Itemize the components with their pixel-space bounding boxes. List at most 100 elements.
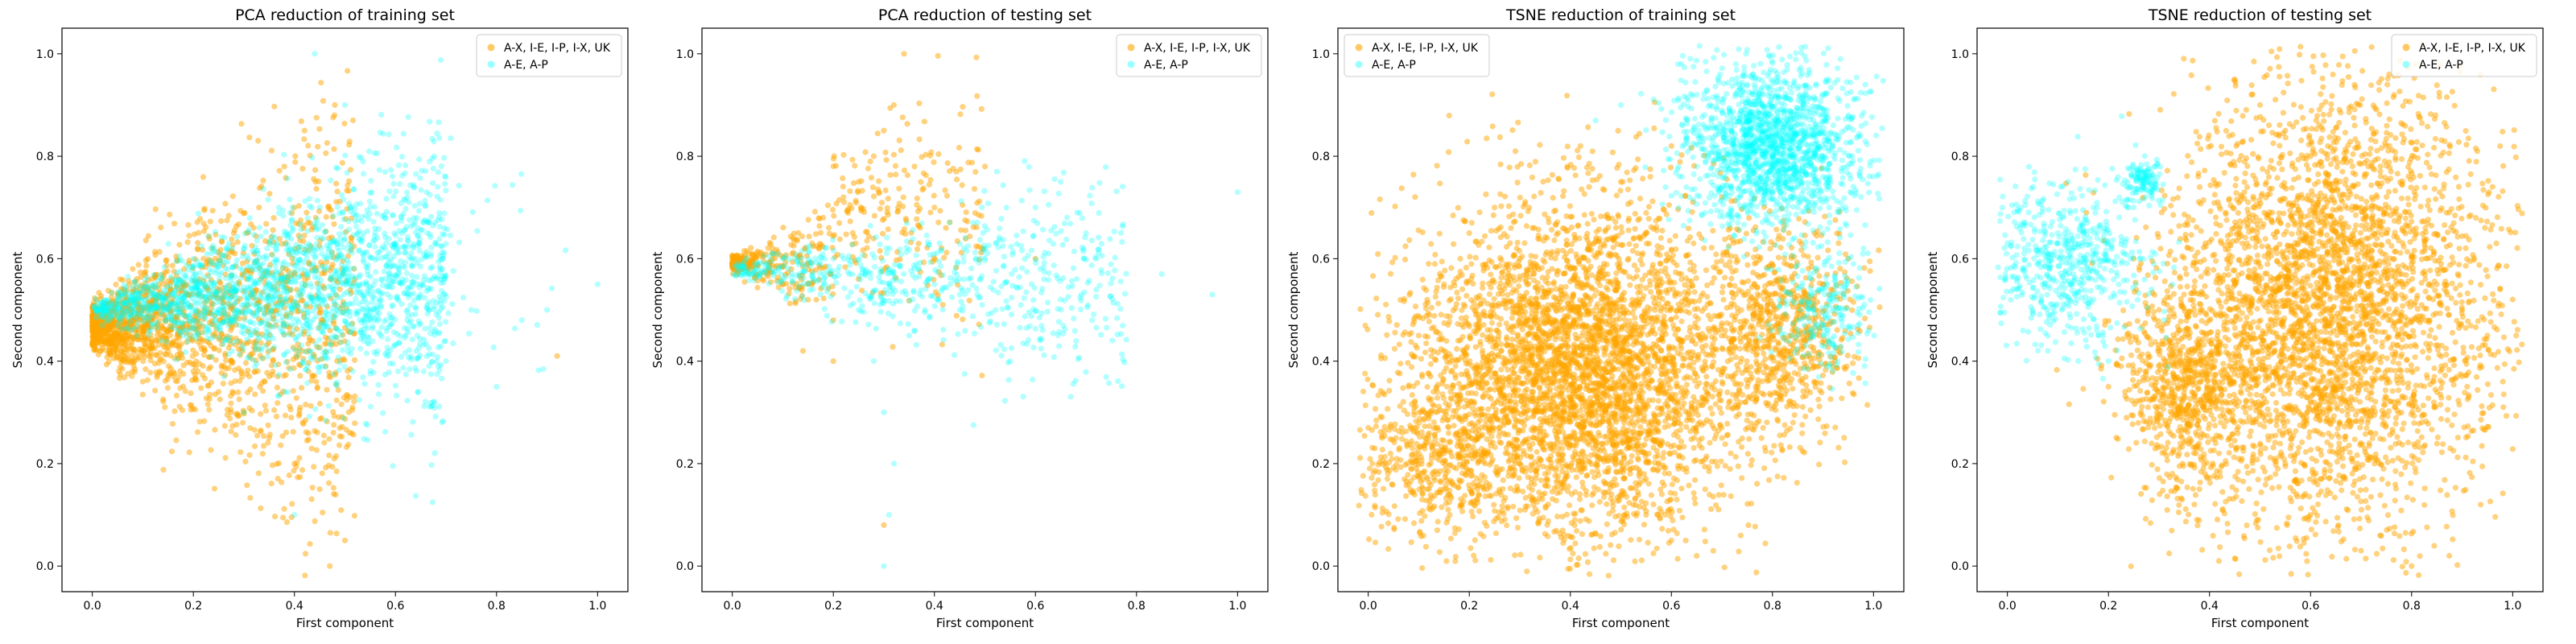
- legend-entry: A-X, I-E, I-P, I-X, UK: [2419, 42, 2526, 55]
- y-tick-label: 0.8: [1312, 151, 1330, 163]
- data-point: [931, 281, 938, 287]
- subplot-2: 0.0 0.2 0.4 0.6 0.8 1.0 0.0 0.2 0.4 0.6 0.8 1.0 PCA …: [650, 6, 1269, 630]
- data-point: [165, 307, 171, 313]
- data-point: [1744, 383, 1751, 390]
- data-point: [779, 281, 786, 287]
- data-point: [830, 358, 836, 365]
- data-point: [1694, 92, 1700, 98]
- x-tick-label: 1.0: [2504, 600, 2521, 613]
- data-point: [114, 322, 121, 328]
- data-point: [130, 266, 136, 272]
- data-point: [1617, 179, 1624, 185]
- legend-marker: [487, 43, 495, 52]
- data-point: [1860, 246, 1867, 252]
- y-tick-label: 0.6: [36, 253, 54, 266]
- x-tick-label: 0.4: [2201, 600, 2219, 613]
- data-point: [779, 255, 786, 262]
- data-point: [1779, 127, 1785, 134]
- data-point: [1406, 383, 1412, 390]
- data-point: [1819, 332, 1827, 339]
- data-point: [2039, 281, 2046, 287]
- data-point: [1845, 255, 1852, 262]
- data-point: [729, 261, 736, 267]
- data-point: [890, 460, 898, 467]
- legend-marker: [2402, 60, 2410, 68]
- series-1: [729, 51, 1038, 528]
- y-axis-label: Second component: [1286, 251, 1301, 368]
- data-point: [1643, 511, 1649, 518]
- y-tick-label: 1.0: [676, 48, 694, 61]
- x-tick-label: 0.2: [824, 600, 842, 613]
- y-tick-label: 0.0: [676, 560, 694, 573]
- data-point: [518, 317, 525, 324]
- data-point: [2090, 204, 2096, 211]
- data-point: [855, 179, 862, 185]
- series-2: [1592, 43, 1886, 392]
- data-point: [901, 51, 907, 57]
- x-tick-label: 0.6: [386, 600, 404, 613]
- data-point: [759, 276, 766, 283]
- data-point: [2065, 179, 2071, 185]
- data-point: [2045, 348, 2051, 354]
- data-point: [1007, 358, 1013, 365]
- data-point: [805, 296, 811, 303]
- data-point: [327, 563, 333, 569]
- axes-frame: [1337, 27, 1905, 592]
- data-point: [2080, 255, 2087, 262]
- data-point: [1032, 204, 1038, 211]
- data-point: [1719, 194, 1725, 200]
- data-point: [2019, 266, 2026, 272]
- data-point: [139, 378, 147, 385]
- data-point: [2282, 127, 2289, 134]
- data-point: [180, 281, 187, 287]
- data-point: [1415, 332, 1422, 339]
- data-point: [2156, 307, 2162, 313]
- y-tick-label: 0.6: [1951, 253, 1969, 266]
- x-tick-label: 0.2: [1460, 600, 1478, 613]
- data-point: [1668, 537, 1674, 543]
- y-tick-label: 0.4: [1951, 356, 1969, 369]
- data-point: [418, 281, 424, 287]
- x-tick-label: 0.0: [1360, 600, 1377, 613]
- legend-entry: A-E, A-P: [1144, 59, 1188, 72]
- data-point: [190, 255, 196, 262]
- data-point: [1810, 307, 1816, 313]
- data-point: [554, 353, 560, 359]
- y-tick-label: 0.4: [1312, 356, 1330, 369]
- x-tick-label: 0.2: [2099, 600, 2117, 613]
- data-point: [1577, 142, 1583, 149]
- data-point: [2434, 281, 2440, 287]
- x-tick-label: 0.8: [488, 600, 506, 613]
- data-point: [830, 255, 836, 262]
- legend-entry: A-E, A-P: [1372, 59, 1416, 72]
- series-2: [1995, 113, 2182, 382]
- data-point: [99, 322, 105, 328]
- y-axis-label: Second component: [650, 251, 665, 368]
- data-point: [2105, 383, 2112, 390]
- data-point: [104, 327, 111, 334]
- data-point: [382, 246, 389, 252]
- data-point: [341, 266, 349, 272]
- data-point: [1830, 194, 1836, 200]
- x-tick-label: 0.4: [926, 600, 943, 613]
- legend-marker: [1127, 60, 1135, 68]
- data-point: [931, 204, 938, 211]
- data-point: [1617, 101, 1624, 109]
- series-1: [1356, 91, 1883, 579]
- y-axis-label: Second component: [1926, 251, 1940, 368]
- data-point: [1678, 60, 1685, 68]
- data-point: [1058, 179, 1064, 185]
- subplot-1: 0.0 0.2 0.4 0.6 0.8 1.0 0.0 0.2 0.4 0.6 0.8 1.0 PCA …: [10, 6, 629, 630]
- data-point: [1517, 460, 1523, 467]
- data-point: [840, 194, 847, 200]
- y-tick-label: 1.0: [1312, 48, 1330, 61]
- data-point: [1592, 117, 1599, 124]
- data-point: [1617, 460, 1624, 467]
- data-point: [830, 317, 836, 324]
- subplots: 0.0 0.2 0.4 0.6 0.8 1.0 0.0 0.2 0.4 0.6 0.8 1.0 PCA …: [10, 6, 2544, 630]
- data-point: [2196, 486, 2202, 493]
- scatter-points: [1356, 43, 1886, 579]
- data-point: [2409, 255, 2415, 262]
- data-point: [215, 307, 222, 313]
- legend-marker: [1355, 43, 1363, 52]
